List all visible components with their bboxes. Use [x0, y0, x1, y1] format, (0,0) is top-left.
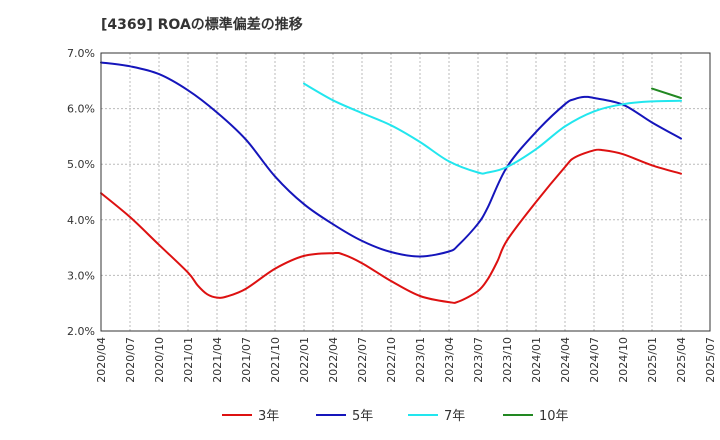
x-tick-label: 2022/01 [298, 337, 311, 383]
series-line-3 [303, 82, 682, 175]
y-tick-label: 5.0% [67, 158, 95, 171]
legend-label: 10年 [539, 409, 569, 424]
chart-title: [4369] ROAの標準偏差の推移 [101, 17, 303, 33]
x-tick-label: 2024/04 [559, 337, 572, 383]
y-tick-label: 2.0% [67, 325, 95, 338]
x-tick-label: 2024/01 [530, 337, 543, 383]
x-tick-label: 2023/04 [443, 337, 456, 383]
x-tick-label: 2020/04 [95, 337, 108, 383]
x-tick-label: 2024/10 [617, 337, 630, 383]
plot-frame [100, 52, 711, 332]
x-tick-label: 2025/01 [646, 337, 659, 383]
y-tick-label: 4.0% [67, 214, 95, 227]
x-tick-label: 2022/10 [385, 337, 398, 383]
x-tick-label: 2023/07 [472, 337, 485, 383]
series-line-2 [100, 61, 682, 258]
y-axis: 2.0% 3.0% 4.0% 5.0% 6.0% 7.0% [67, 47, 95, 338]
legend-label: 7年 [444, 409, 465, 424]
series-line-1 [100, 148, 682, 304]
x-tick-label: 2022/04 [327, 337, 340, 383]
series-lines [100, 61, 682, 304]
x-tick-label: 2021/01 [182, 337, 195, 383]
x-tick-label: 2022/07 [356, 337, 369, 383]
series-line-4 [651, 87, 682, 99]
x-tick-label: 2021/07 [240, 337, 253, 383]
x-tick-label: 2025/07 [704, 337, 717, 383]
legend-label: 5年 [352, 409, 373, 424]
x-tick-label: 2020/07 [124, 337, 137, 383]
y-tick-label: 6.0% [67, 103, 95, 116]
y-tick-label: 7.0% [67, 47, 95, 60]
legend-label: 3年 [258, 409, 279, 424]
x-tick-label: 2023/10 [501, 337, 514, 383]
x-tick-label: 2025/04 [675, 337, 688, 383]
x-tick-label: 2021/04 [211, 337, 224, 383]
y-tick-label: 3.0% [67, 269, 95, 282]
x-tick-label: 2020/10 [153, 337, 166, 383]
x-tick-label: 2024/07 [588, 337, 601, 383]
x-axis: 2020/04 2020/07 2020/10 2021/01 2021/04 2021/… [95, 337, 717, 383]
x-tick-label: 2023/01 [414, 337, 427, 383]
legend: 3年 5年 7年 10年 [222, 409, 569, 424]
x-tick-label: 2021/10 [269, 337, 282, 383]
